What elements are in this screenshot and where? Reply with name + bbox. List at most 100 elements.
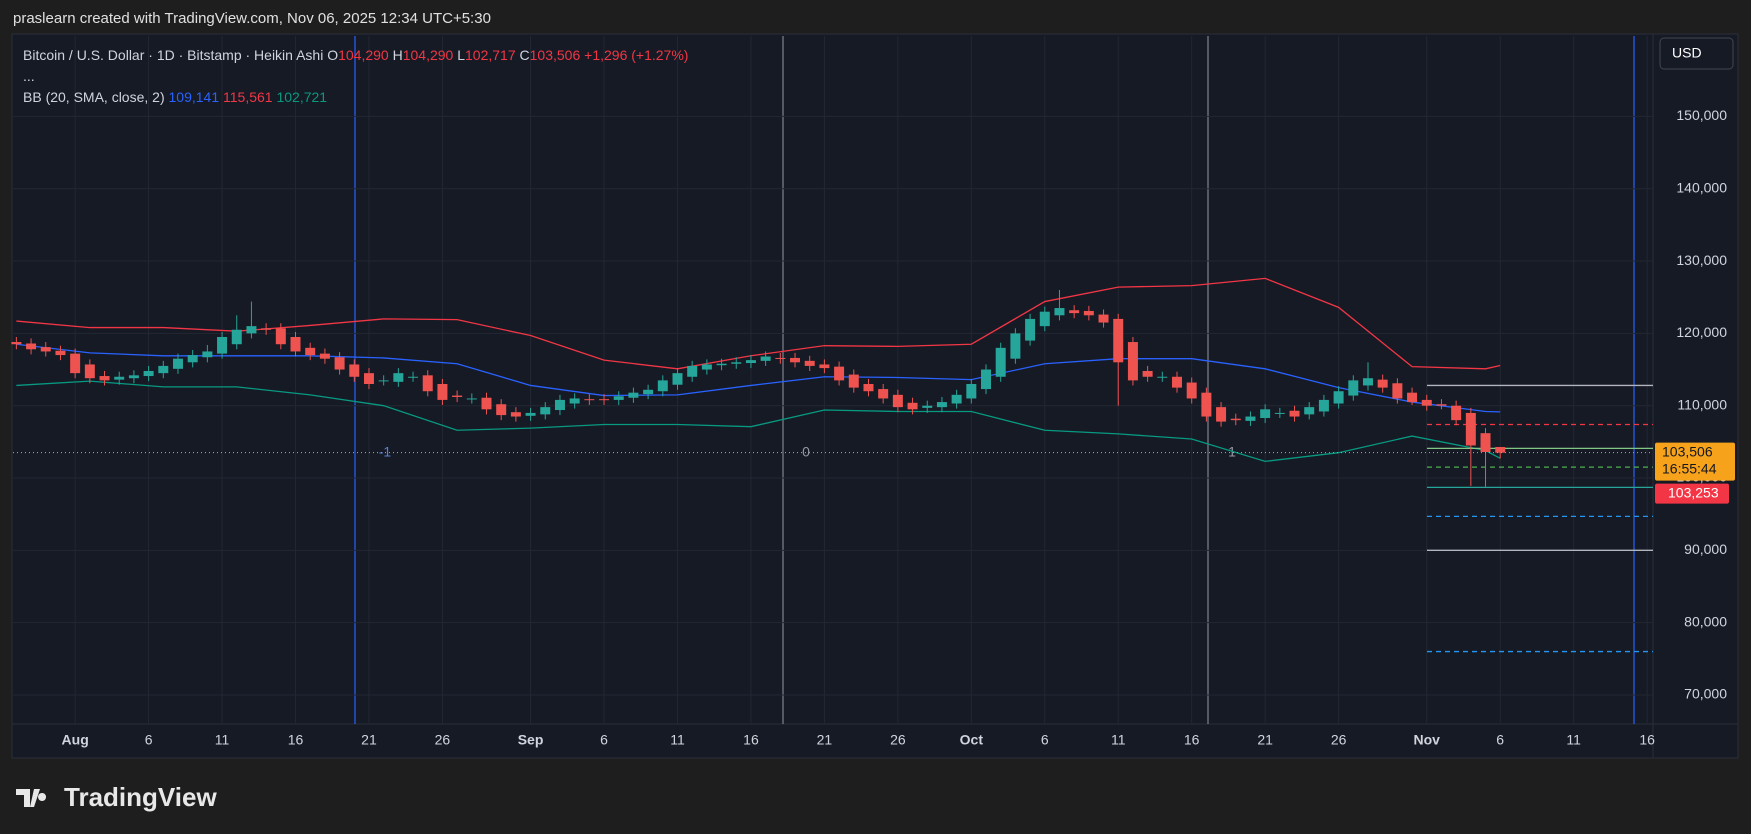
x-tick-label: 21 bbox=[361, 732, 377, 748]
currency[interactable]: USD bbox=[1672, 45, 1702, 61]
y-tick-label: 70,000 bbox=[1684, 686, 1727, 702]
legend-row: Bitcoin / U.S. Dollar · 1D · Bitstamp · … bbox=[23, 45, 688, 66]
candle-body bbox=[1127, 342, 1138, 381]
candle-body bbox=[907, 402, 918, 410]
candle-body bbox=[1230, 418, 1241, 421]
candle-body bbox=[804, 360, 815, 366]
candle-body bbox=[452, 395, 463, 398]
candle-body bbox=[1025, 318, 1036, 341]
price-box bbox=[1655, 483, 1729, 504]
symbol: Bitcoin / U.S. Dollar · 1D · Bitstamp · … bbox=[23, 47, 324, 63]
candle-body bbox=[951, 394, 962, 404]
y-tick-label: 80,000 bbox=[1684, 613, 1727, 629]
candle-body bbox=[569, 398, 580, 404]
candle-body bbox=[1142, 370, 1153, 377]
candle-body bbox=[172, 358, 183, 369]
candle-body bbox=[128, 375, 139, 379]
candle-body bbox=[231, 329, 242, 345]
candle-body bbox=[1039, 311, 1050, 327]
candle-body bbox=[11, 342, 22, 345]
candle-body bbox=[775, 357, 786, 359]
indicator-value: 109,141 bbox=[168, 89, 220, 105]
footer-brand: TradingView bbox=[64, 782, 217, 812]
candle-body bbox=[716, 363, 727, 366]
x-tick-label: Sep bbox=[518, 732, 544, 748]
candle-body bbox=[936, 402, 947, 408]
candle-body bbox=[363, 373, 374, 384]
candle-body bbox=[1274, 412, 1285, 414]
candle-body bbox=[437, 383, 448, 400]
candle-body bbox=[510, 412, 521, 417]
last-price-label: 103,506 bbox=[1662, 443, 1713, 459]
candle-body bbox=[275, 328, 286, 345]
candle-body bbox=[892, 394, 903, 408]
ohlc-label: O bbox=[327, 47, 339, 63]
candle-body bbox=[1172, 376, 1182, 388]
x-tick-label: 21 bbox=[1257, 732, 1273, 748]
x-tick-label: 6 bbox=[1496, 732, 1504, 748]
countdown-label: 16:55:44 bbox=[1662, 460, 1717, 476]
candle-body bbox=[217, 336, 228, 354]
candle-body bbox=[643, 389, 654, 395]
candle-body bbox=[496, 404, 507, 416]
candle-body bbox=[701, 364, 712, 370]
candle-body bbox=[114, 376, 125, 380]
x-tick-label: 26 bbox=[890, 732, 906, 748]
candle-body bbox=[1480, 433, 1491, 452]
candle-body bbox=[819, 364, 830, 369]
x-tick-label: 11 bbox=[1111, 732, 1126, 748]
candle-body bbox=[393, 373, 404, 382]
candle-body bbox=[540, 407, 551, 415]
x-tick-label: 11 bbox=[670, 732, 685, 748]
candle-body bbox=[349, 364, 360, 377]
candle-body bbox=[1113, 318, 1124, 363]
candle-body bbox=[1245, 416, 1256, 421]
x-tick-label: 16 bbox=[1639, 732, 1655, 748]
x-tick-label: 11 bbox=[1566, 732, 1581, 748]
candle-body bbox=[481, 397, 492, 410]
logo-icon bbox=[16, 788, 47, 807]
candle-body bbox=[1348, 380, 1359, 396]
ohlc-label: C bbox=[519, 47, 530, 63]
legend-more[interactable]: ... bbox=[23, 68, 35, 84]
ohlc-value: 104,290 bbox=[338, 47, 389, 63]
candle-body bbox=[834, 366, 845, 381]
candle-body bbox=[613, 396, 624, 400]
candle-body bbox=[628, 392, 639, 398]
x-tick-label: 26 bbox=[435, 732, 451, 748]
y-tick-label: 130,000 bbox=[1676, 252, 1727, 268]
x-tick-label: Oct bbox=[960, 732, 984, 748]
x-tick-label: 6 bbox=[1041, 732, 1049, 748]
x-tick-label: 6 bbox=[600, 732, 608, 748]
candle-body bbox=[966, 383, 977, 399]
candle-body bbox=[1201, 392, 1212, 417]
change: +1,296 (+1.27%) bbox=[584, 47, 689, 63]
plot: 70,00080,00090,000100,000110,000120,0001… bbox=[11, 36, 1727, 748]
candle-body bbox=[143, 370, 154, 377]
candle-body bbox=[246, 326, 257, 334]
session-mark: 0 bbox=[802, 444, 810, 460]
candle-body bbox=[305, 347, 316, 356]
candle-body bbox=[584, 399, 595, 401]
legend-row: BB (20, SMA, close, 2) 109,141 115,561 1… bbox=[23, 87, 688, 108]
footer: TradingView bbox=[16, 782, 217, 813]
candle-body bbox=[1260, 409, 1271, 418]
ohlc-value: 104,290 bbox=[402, 47, 454, 63]
x-tick-label: 16 bbox=[288, 732, 304, 748]
session-mark: -1 bbox=[379, 444, 392, 460]
ohlc-value: 103,506 bbox=[529, 47, 581, 63]
y-tick-label: 110,000 bbox=[1677, 396, 1727, 412]
candle-body bbox=[202, 351, 213, 358]
candle-body bbox=[1362, 378, 1373, 386]
currency-button[interactable] bbox=[1659, 37, 1734, 70]
candle-body bbox=[1407, 392, 1418, 403]
candle-body bbox=[1421, 399, 1432, 406]
candle-body bbox=[760, 356, 771, 361]
x-tick-label: 6 bbox=[145, 732, 153, 748]
y-tick-label: 140,000 bbox=[1676, 179, 1727, 195]
x-tick-label: 26 bbox=[1331, 732, 1347, 748]
candle-body bbox=[525, 412, 536, 416]
chart-panel bbox=[11, 33, 1739, 759]
